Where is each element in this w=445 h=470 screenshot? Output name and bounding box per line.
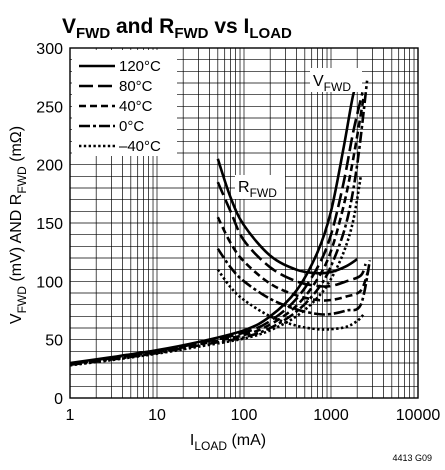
series-group xyxy=(69,80,372,367)
x-axis-title: ILOAD (mA) xyxy=(190,432,266,453)
vfwd-annotation: VFWD xyxy=(313,73,351,94)
y-tick-label: 250 xyxy=(36,99,63,116)
y-tick-label: 150 xyxy=(36,216,63,233)
y-tick-label: 300 xyxy=(36,41,63,58)
legend-label: 80°C xyxy=(119,78,153,95)
rfwd-line-0c xyxy=(216,247,372,316)
vfwd-line-neg40c xyxy=(69,176,363,367)
rfwd-annotation: RFWD xyxy=(238,179,277,200)
legend-label: 0°C xyxy=(119,118,144,135)
x-tick-label: 1000 xyxy=(313,407,349,424)
chart-title: VFWD and RFWD vs ILOAD xyxy=(62,15,292,42)
x-tick-label: 10000 xyxy=(396,407,441,424)
legend-label: –40°C xyxy=(119,138,161,155)
rfwd-line-neg40c xyxy=(216,268,366,331)
vfwd-annotation-bg xyxy=(310,68,362,92)
y-tick-label: 0 xyxy=(54,391,63,408)
legend: 120°C 80°C 40°C 0°C –40°C xyxy=(72,50,177,156)
legend-label: 40°C xyxy=(119,98,153,115)
plot-frame xyxy=(69,47,419,399)
vfwd-line-80c xyxy=(69,92,364,365)
figure-id: 4413 G09 xyxy=(392,453,432,463)
y-axis-title: VFWD (mV) AND RFWD (mΩ) xyxy=(8,126,29,324)
y-tick-label: 200 xyxy=(36,158,63,175)
x-tick-label: 100 xyxy=(231,407,258,424)
rfwd-line-80c xyxy=(216,181,367,288)
legend-background xyxy=(72,50,177,156)
legend-label: 120°C xyxy=(119,58,161,75)
vfwd-line-0c xyxy=(69,80,369,367)
y-tick-label: 100 xyxy=(36,274,63,291)
x-tick-label: 10 xyxy=(148,407,166,424)
y-tick-label: 50 xyxy=(45,333,63,350)
vfwd-line-40c xyxy=(69,94,366,366)
rfwd-line-40c xyxy=(216,216,370,302)
rfwd-line-120c xyxy=(216,158,358,275)
x-tick-label: 1 xyxy=(66,407,75,424)
tick-labels: 1 10 100 1000 10000 0 50 100 150 200 250 300 xyxy=(36,41,440,424)
rfwd-annotation-bg xyxy=(235,175,285,199)
